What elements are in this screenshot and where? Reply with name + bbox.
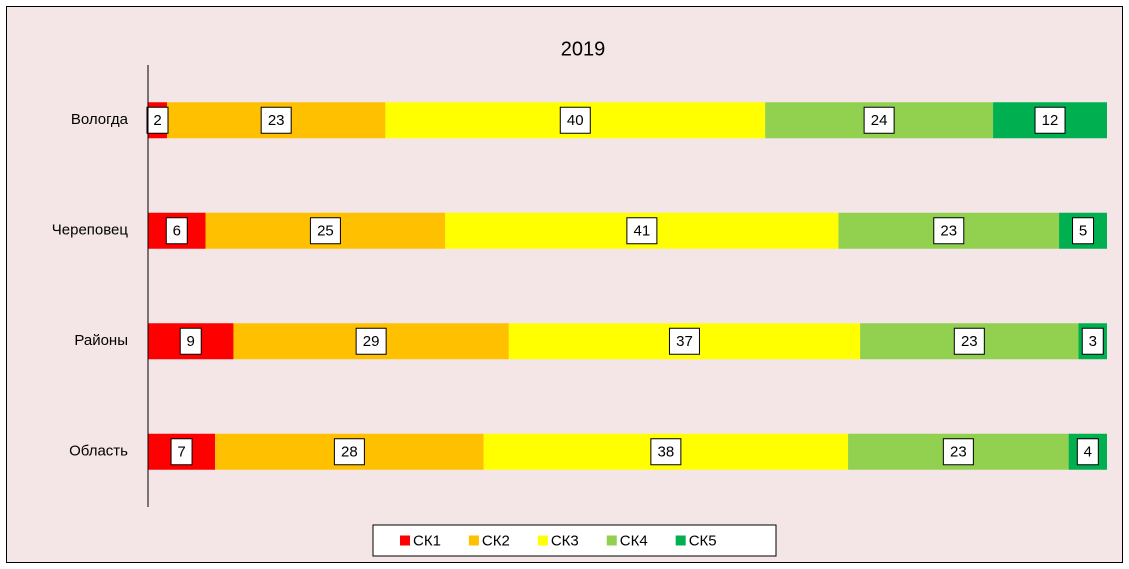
y-tick-label: Районы: [74, 332, 128, 349]
data-label-box: [668, 327, 700, 355]
data-label-box: [1072, 217, 1095, 245]
data-label-box: [179, 327, 202, 355]
legend-swatch: [606, 535, 617, 546]
data-label: 25: [317, 223, 334, 240]
chart-frame: [6, 6, 1123, 563]
data-label-box: [650, 438, 682, 466]
data-label-box: [260, 106, 292, 134]
data-label: 24: [871, 112, 888, 129]
data-label-box: [559, 106, 591, 134]
data-label-box: [1034, 106, 1066, 134]
legend-swatch: [468, 535, 479, 546]
legend-box: [372, 524, 777, 557]
data-label-box: [863, 106, 895, 134]
data-label-box: [309, 217, 341, 245]
data-label: 12: [1042, 112, 1059, 129]
data-label-box: [942, 438, 974, 466]
data-label: 4: [1084, 444, 1092, 461]
y-tick-label: Вологда: [71, 111, 129, 128]
data-label: 5: [1079, 223, 1087, 240]
data-label: 9: [187, 333, 195, 350]
legend-label: СК4: [620, 532, 648, 549]
data-label-box: [1076, 438, 1099, 466]
legend-label: СК1: [413, 532, 441, 549]
data-label: 23: [950, 444, 967, 461]
data-label: 28: [341, 444, 358, 461]
data-label: 41: [634, 223, 651, 240]
data-label-box: [1081, 327, 1104, 355]
data-label: 2: [153, 112, 161, 129]
legend-swatch: [400, 535, 410, 546]
y-tick-label: Череповец: [52, 222, 129, 239]
data-label: 40: [567, 112, 584, 129]
data-label: 6: [173, 223, 181, 240]
data-label: 38: [658, 444, 675, 461]
data-label-box: [170, 438, 193, 466]
legend-swatch: [675, 535, 686, 546]
data-label-box: [933, 217, 965, 245]
y-tick-label: Область: [69, 443, 128, 460]
legend-label: СК5: [689, 532, 717, 549]
legend-swatch: [537, 535, 548, 546]
data-label: 7: [177, 444, 185, 461]
chart-title: 2019: [561, 38, 606, 60]
data-label: 23: [268, 112, 285, 129]
data-label-box: [333, 438, 365, 466]
data-label: 37: [676, 333, 693, 350]
data-label: 23: [940, 223, 957, 240]
data-label-box: [626, 217, 658, 245]
data-label-box: [953, 327, 985, 355]
data-label-box: [355, 327, 387, 355]
legend-label: СК2: [482, 532, 510, 549]
legend-label: СК3: [551, 532, 579, 549]
data-label: 29: [363, 333, 380, 350]
data-label: 3: [1089, 333, 1097, 350]
data-label: 23: [961, 333, 978, 350]
data-label-box: [165, 217, 188, 245]
data-label-box: [146, 106, 169, 134]
